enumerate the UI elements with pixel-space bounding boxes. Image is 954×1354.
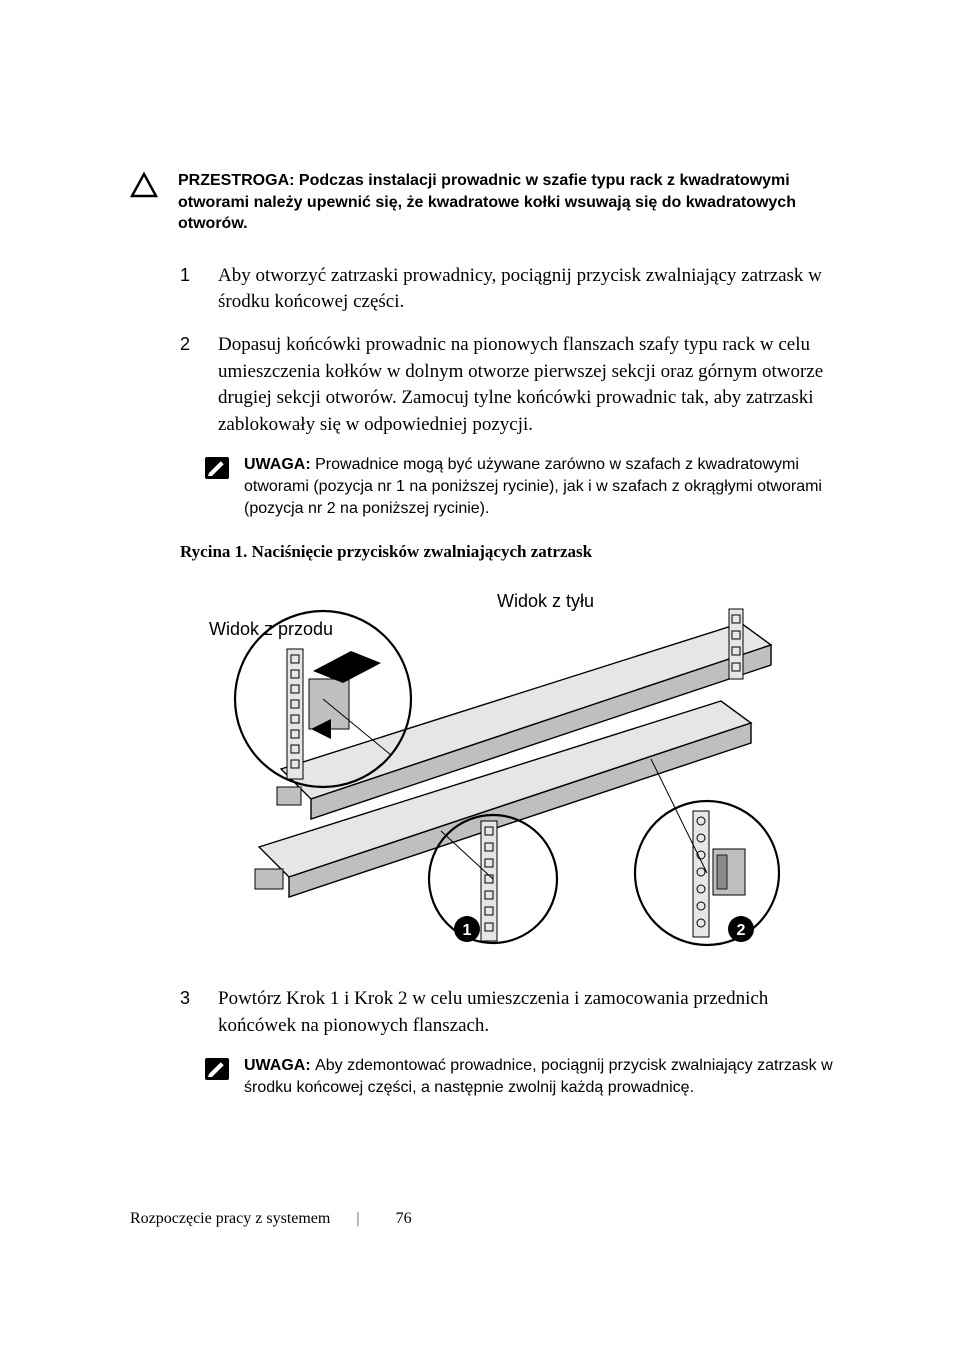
note-body: Prowadnice mogą być używane zarówno w sz… <box>244 456 822 516</box>
footer-page-number: 76 <box>396 1208 412 1230</box>
caution-triangle-icon <box>130 172 160 198</box>
note-text-1: UWAGA: Prowadnice mogą być używane zarów… <box>244 454 839 519</box>
footer-section: Rozpoczęcie pracy z systemem <box>130 1208 330 1230</box>
step-2: 2 Dopasuj końcówki prowadnic na pionowyc… <box>180 332 839 438</box>
footer-separator: | <box>356 1208 359 1230</box>
caution-label: PRZESTROGA: <box>178 172 299 189</box>
caution-text: PRZESTROGA: Podczas instalacji prowadnic… <box>178 170 839 235</box>
figure-caption: Rycina 1. Naciśnięcie przycisków zwalnia… <box>180 541 839 564</box>
steps-list-top: 1 Aby otworzyć zatrzaski prowadnicy, poc… <box>130 263 839 439</box>
note-block-2: UWAGA: Aby zdemontować prowadnice, pocią… <box>204 1055 839 1098</box>
pencil-note-icon <box>204 456 230 480</box>
note-label: UWAGA: <box>244 456 315 473</box>
step-text: Aby otworzyć zatrzaski prowadnicy, pocią… <box>218 265 822 313</box>
page-footer: Rozpoczęcie pracy z systemem | 76 <box>130 1208 839 1230</box>
step-1: 1 Aby otworzyć zatrzaski prowadnicy, poc… <box>180 263 839 316</box>
step-number: 1 <box>180 263 190 288</box>
note-label: UWAGA: <box>244 1057 315 1074</box>
note-text-2: UWAGA: Aby zdemontować prowadnice, pocią… <box>244 1055 839 1098</box>
note-block-1: UWAGA: Prowadnice mogą być używane zarów… <box>204 454 839 519</box>
step-text: Dopasuj końcówki prowadnic na pionowych … <box>218 334 823 435</box>
steps-list-bottom: 3 Powtórz Krok 1 i Krok 2 w celu umieszc… <box>130 986 839 1039</box>
note-body: Aby zdemontować prowadnice, pociągnij pr… <box>244 1057 833 1096</box>
step-number: 2 <box>180 332 190 357</box>
step-number: 3 <box>180 986 190 1011</box>
svg-text:2: 2 <box>737 922 746 939</box>
pencil-note-icon <box>204 1057 230 1081</box>
svg-text:1: 1 <box>463 922 472 939</box>
figure-front-label: Widok z przodu <box>209 617 333 641</box>
step-3: 3 Powtórz Krok 1 i Krok 2 w celu umieszc… <box>180 986 839 1039</box>
step-text: Powtórz Krok 1 i Krok 2 w celu umieszcze… <box>218 988 768 1036</box>
figure-back-label: Widok z tyłu <box>497 589 594 613</box>
figure-1: Widok z przodu Widok z tyłu 1 2 <box>180 578 796 956</box>
caution-block: PRZESTROGA: Podczas instalacji prowadnic… <box>130 170 839 235</box>
